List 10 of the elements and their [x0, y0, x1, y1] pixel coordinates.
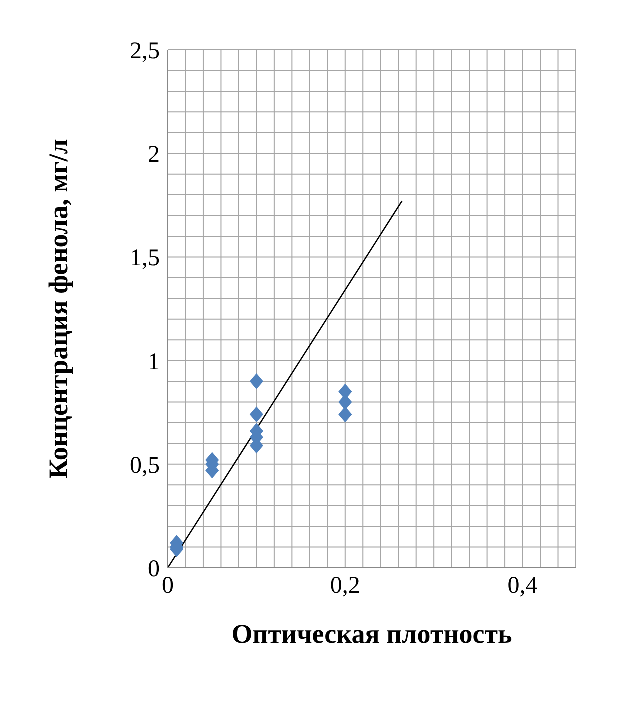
y-tick-label: 0,5 [130, 452, 160, 479]
y-tick-label: 2 [148, 142, 160, 168]
y-tick-label: 1 [148, 349, 160, 376]
x-axis-title: Оптическая плотность [232, 619, 512, 649]
x-tick-label: 0,2 [330, 573, 360, 600]
x-tick-label: 0,4 [508, 573, 538, 600]
y-tick-label: 1,5 [130, 246, 160, 272]
y-tick-label: 2,5 [130, 38, 160, 65]
y-tick-label: 0 [148, 556, 160, 583]
y-axis-title: Концентрация фенола, мг/л [44, 139, 74, 479]
